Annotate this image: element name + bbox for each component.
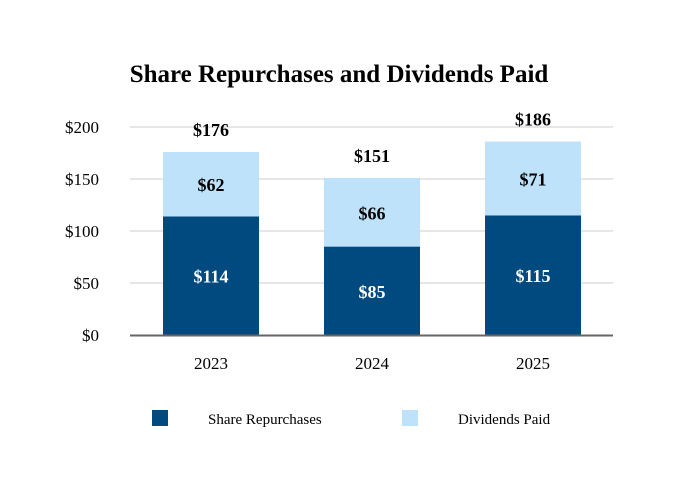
bar-segment-share-repurchases [485, 215, 581, 335]
segment-value-label: $85 [359, 282, 386, 302]
y-tick-label: $50 [74, 274, 100, 293]
legend-swatch [402, 410, 418, 426]
bar-total-label: $176 [193, 120, 229, 140]
segment-value-label: $71 [520, 169, 547, 189]
y-tick-label: $150 [65, 170, 99, 189]
segment-value-label: $66 [359, 203, 386, 223]
y-tick-label: $100 [65, 222, 99, 241]
bar-segment-share-repurchases [324, 246, 420, 335]
segment-value-label: $62 [198, 175, 225, 195]
legend-label: Dividends Paid [458, 412, 551, 428]
bar-segment-share-repurchases [163, 216, 259, 335]
bar-segment-dividends-paid [485, 141, 581, 216]
bar-segment-dividends-paid [163, 151, 259, 217]
segment-value-label: $115 [515, 266, 550, 286]
legend: Share Repurchases Dividends Paid [152, 410, 551, 428]
bar-total-label: $186 [515, 110, 551, 130]
bar-segment-dividends-paid [324, 177, 420, 247]
x-tick-label: 2024 [355, 354, 390, 373]
y-tick-label: $0 [82, 326, 99, 345]
bars: $114 $62 $176 $85 $66 $151 $115 $71 $186 [163, 110, 581, 335]
x-tick-label: 2023 [194, 354, 228, 373]
bar-total-label: $151 [354, 146, 390, 166]
y-tick-label: $200 [65, 118, 99, 137]
chart-title: Share Repurchases and Dividends Paid [130, 61, 549, 88]
axes: $0 $50 $100 $150 $200 2023 2024 2025 [65, 118, 613, 373]
x-tick-label: 2025 [516, 354, 550, 373]
legend-label: Share Repurchases [208, 412, 322, 428]
segment-value-label: $114 [193, 267, 228, 287]
legend-swatch [152, 410, 168, 426]
